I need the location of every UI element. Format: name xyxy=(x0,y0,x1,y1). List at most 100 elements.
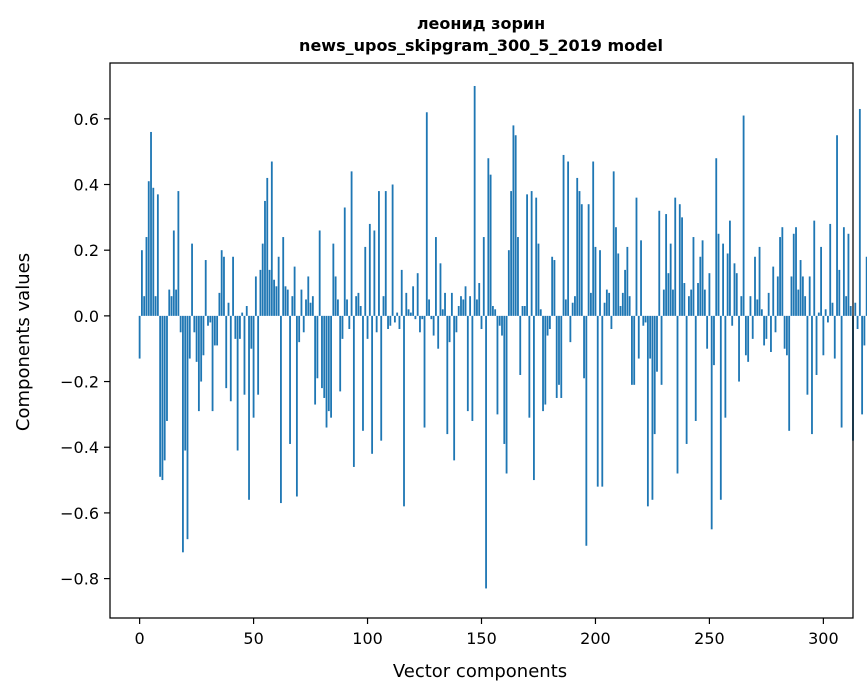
bar xyxy=(371,315,374,454)
bar xyxy=(293,266,296,316)
bar xyxy=(188,315,191,359)
x-tick-label: 250 xyxy=(694,629,725,648)
bar xyxy=(546,315,549,336)
bar xyxy=(685,315,688,444)
bar xyxy=(861,315,864,415)
bar xyxy=(311,296,314,316)
y-axis-ticks: 0.6 0.4 0.2 0.0 −0.2 −0.4 −0.6 −0.8 xyxy=(60,110,110,589)
bar xyxy=(220,250,223,316)
bar xyxy=(350,171,353,316)
bar xyxy=(282,237,285,316)
bar xyxy=(731,315,734,326)
bar xyxy=(476,299,478,316)
bar xyxy=(473,85,476,316)
bar xyxy=(849,306,852,316)
bar xyxy=(726,253,729,316)
bar xyxy=(758,246,761,316)
bar xyxy=(437,315,440,349)
bar xyxy=(393,315,396,323)
bar xyxy=(487,158,490,316)
bar xyxy=(722,243,724,316)
bar xyxy=(337,299,339,316)
bar xyxy=(400,269,403,316)
bar xyxy=(824,309,827,316)
bar xyxy=(692,237,695,316)
bar xyxy=(845,296,848,316)
bar xyxy=(273,279,276,316)
bar xyxy=(535,197,538,316)
bar xyxy=(594,246,597,316)
bar xyxy=(248,315,250,500)
bar xyxy=(213,315,216,346)
bar xyxy=(776,276,779,316)
bar xyxy=(674,197,677,316)
bar xyxy=(439,263,442,316)
y-tick-label: −0.2 xyxy=(60,373,99,392)
bar xyxy=(765,315,768,339)
bar xyxy=(254,276,257,316)
bar xyxy=(542,315,544,412)
bar xyxy=(858,108,861,316)
bar xyxy=(170,296,173,316)
bar xyxy=(419,315,421,333)
bar xyxy=(186,315,189,540)
bar xyxy=(405,292,408,316)
bar xyxy=(223,256,225,316)
bar xyxy=(517,237,519,316)
bar xyxy=(191,243,193,316)
bar xyxy=(407,309,410,316)
bar xyxy=(455,315,458,333)
bar xyxy=(339,315,342,392)
bar xyxy=(658,210,661,316)
bar xyxy=(608,292,611,316)
bar xyxy=(352,315,355,467)
bar xyxy=(243,315,246,395)
bar xyxy=(569,315,572,343)
bar xyxy=(806,315,809,395)
bar xyxy=(236,315,239,451)
bar xyxy=(150,131,152,316)
bar xyxy=(323,315,326,398)
bar xyxy=(478,283,481,316)
bar xyxy=(537,243,540,316)
bar xyxy=(268,269,271,316)
bar xyxy=(264,200,266,316)
bar xyxy=(555,315,558,398)
bar xyxy=(735,273,738,316)
bar xyxy=(450,292,453,316)
bar xyxy=(676,315,679,474)
bar xyxy=(182,315,184,553)
bar xyxy=(724,315,727,418)
bar xyxy=(772,266,775,316)
bar xyxy=(612,171,615,316)
bar xyxy=(533,315,535,481)
bar xyxy=(599,250,601,316)
bar xyxy=(729,220,731,316)
bar xyxy=(232,256,234,316)
bar xyxy=(785,315,788,356)
x-tick-label: 300 xyxy=(808,629,839,648)
y-axis-label: Components values xyxy=(13,253,34,431)
bar xyxy=(275,286,278,316)
bar xyxy=(382,296,385,316)
bar xyxy=(471,315,474,421)
bar xyxy=(699,256,702,316)
chart-title: леонид зорин news_upos_skipgram_300_5_20… xyxy=(299,14,663,55)
bar xyxy=(574,296,576,316)
bar xyxy=(562,154,565,316)
bar xyxy=(245,306,248,316)
bar xyxy=(578,191,581,316)
bar xyxy=(842,227,845,316)
bar xyxy=(250,315,253,349)
bar xyxy=(172,230,175,316)
bar xyxy=(316,315,319,379)
bar xyxy=(580,204,583,316)
bar xyxy=(416,273,419,316)
bar xyxy=(788,315,791,431)
bar xyxy=(510,191,513,316)
bar xyxy=(687,296,690,316)
bar xyxy=(512,125,515,316)
bar xyxy=(631,315,633,385)
